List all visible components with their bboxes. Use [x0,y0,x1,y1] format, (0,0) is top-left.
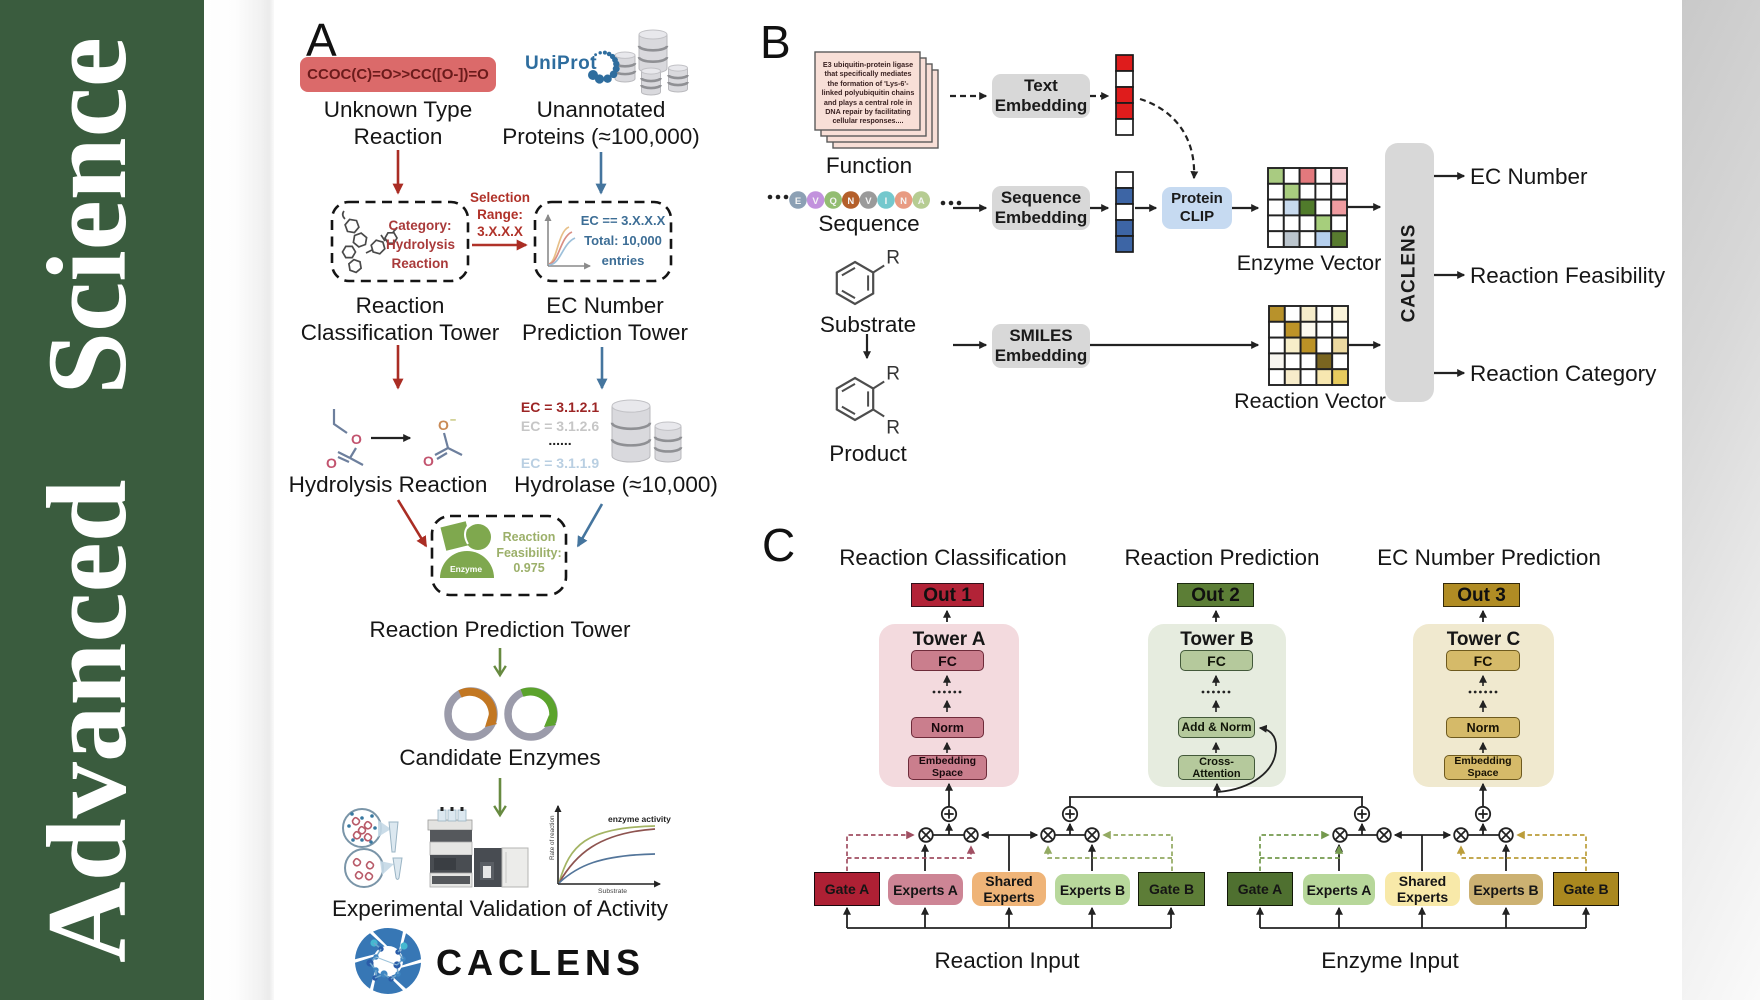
svg-text:V: V [865,196,872,207]
svg-text:I: I [885,196,888,207]
svg-text:enzyme activity: enzyme activity [608,814,671,824]
svg-text:E: E [795,196,801,207]
svg-text:Substrate: Substrate [598,888,627,895]
svg-text:N: N [847,196,854,207]
svg-text:O: O [326,455,337,471]
svg-text:R: R [886,248,900,269]
svg-text:–: – [450,414,456,426]
svg-text:V: V [812,196,819,207]
svg-text:O: O [351,431,362,447]
svg-text:A: A [918,196,925,207]
svg-text:Enzyme: Enzyme [450,564,482,574]
svg-text:R: R [886,364,900,385]
svg-text:Rate of reaction: Rate of reaction [549,815,556,860]
svg-text:R: R [886,418,900,439]
svg-text:O: O [438,417,449,433]
svg-text:O: O [423,453,434,469]
svg-text:N: N [900,196,907,207]
svg-text:Q: Q [830,196,837,207]
